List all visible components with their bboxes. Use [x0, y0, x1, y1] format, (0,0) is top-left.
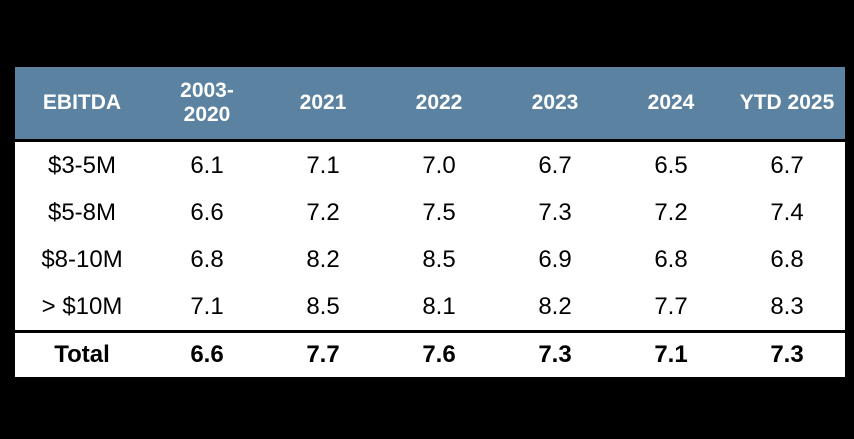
- total-row: Total 6.6 7.7 7.6 7.3 7.1 7.3: [14, 330, 846, 378]
- cell-value: 6.8: [149, 236, 265, 283]
- cell-value: 8.3: [729, 283, 846, 332]
- cell-value: 6.7: [497, 140, 613, 189]
- row-label: $8-10M: [14, 236, 149, 283]
- table-body: $3-5M 6.1 7.1 7.0 6.7 6.5 6.7 $5-8M 6.6 …: [14, 140, 846, 378]
- total-value: 7.3: [729, 330, 846, 378]
- cell-value: 7.4: [729, 189, 846, 236]
- total-value: 7.6: [381, 330, 497, 378]
- header-cell-2022: 2022: [381, 66, 497, 142]
- table-row: > $10M 7.1 8.5 8.1 8.2 7.7 8.3: [14, 283, 846, 332]
- ebitda-table-container: EBITDA 2003- 2020 2021 2022 2023 2024 YT…: [13, 65, 847, 379]
- table-header: EBITDA 2003- 2020 2021 2022 2023 2024 YT…: [14, 66, 846, 142]
- cell-value: 8.2: [265, 236, 381, 283]
- cell-value: 6.9: [497, 236, 613, 283]
- header-cell-ebitda: EBITDA: [14, 66, 149, 142]
- cell-value: 6.8: [613, 236, 729, 283]
- ebitda-multiples-table: EBITDA 2003- 2020 2021 2022 2023 2024 YT…: [13, 65, 847, 379]
- total-value: 7.7: [265, 330, 381, 378]
- cell-value: 7.1: [149, 283, 265, 332]
- table-row: $5-8M 6.6 7.2 7.5 7.3 7.2 7.4: [14, 189, 846, 236]
- header-cell-ytd-2025: YTD 2025: [729, 66, 846, 142]
- header-cell-2003-2020: 2003- 2020: [149, 66, 265, 142]
- total-value: 7.1: [613, 330, 729, 378]
- cell-value: 6.8: [729, 236, 846, 283]
- table-row: $3-5M 6.1 7.1 7.0 6.7 6.5 6.7: [14, 140, 846, 189]
- cell-value: 6.7: [729, 140, 846, 189]
- cell-value: 7.5: [381, 189, 497, 236]
- cell-value: 8.5: [265, 283, 381, 332]
- cell-value: 7.3: [497, 189, 613, 236]
- table-row: $8-10M 6.8 8.2 8.5 6.9 6.8 6.8: [14, 236, 846, 283]
- cell-value: 7.0: [381, 140, 497, 189]
- header-cell-2021: 2021: [265, 66, 381, 142]
- cell-value: 8.1: [381, 283, 497, 332]
- row-label: $3-5M: [14, 140, 149, 189]
- cell-value: 8.2: [497, 283, 613, 332]
- row-label: $5-8M: [14, 189, 149, 236]
- total-label: Total: [14, 330, 149, 378]
- cell-value: 8.5: [381, 236, 497, 283]
- cell-value: 6.5: [613, 140, 729, 189]
- total-value: 6.6: [149, 330, 265, 378]
- row-label: > $10M: [14, 283, 149, 332]
- cell-value: 7.1: [265, 140, 381, 189]
- total-value: 7.3: [497, 330, 613, 378]
- cell-value: 6.1: [149, 140, 265, 189]
- cell-value: 7.2: [265, 189, 381, 236]
- header-row: EBITDA 2003- 2020 2021 2022 2023 2024 YT…: [14, 66, 846, 142]
- cell-value: 7.2: [613, 189, 729, 236]
- cell-value: 7.7: [613, 283, 729, 332]
- cell-value: 6.6: [149, 189, 265, 236]
- header-cell-2023: 2023: [497, 66, 613, 142]
- header-cell-2024: 2024: [613, 66, 729, 142]
